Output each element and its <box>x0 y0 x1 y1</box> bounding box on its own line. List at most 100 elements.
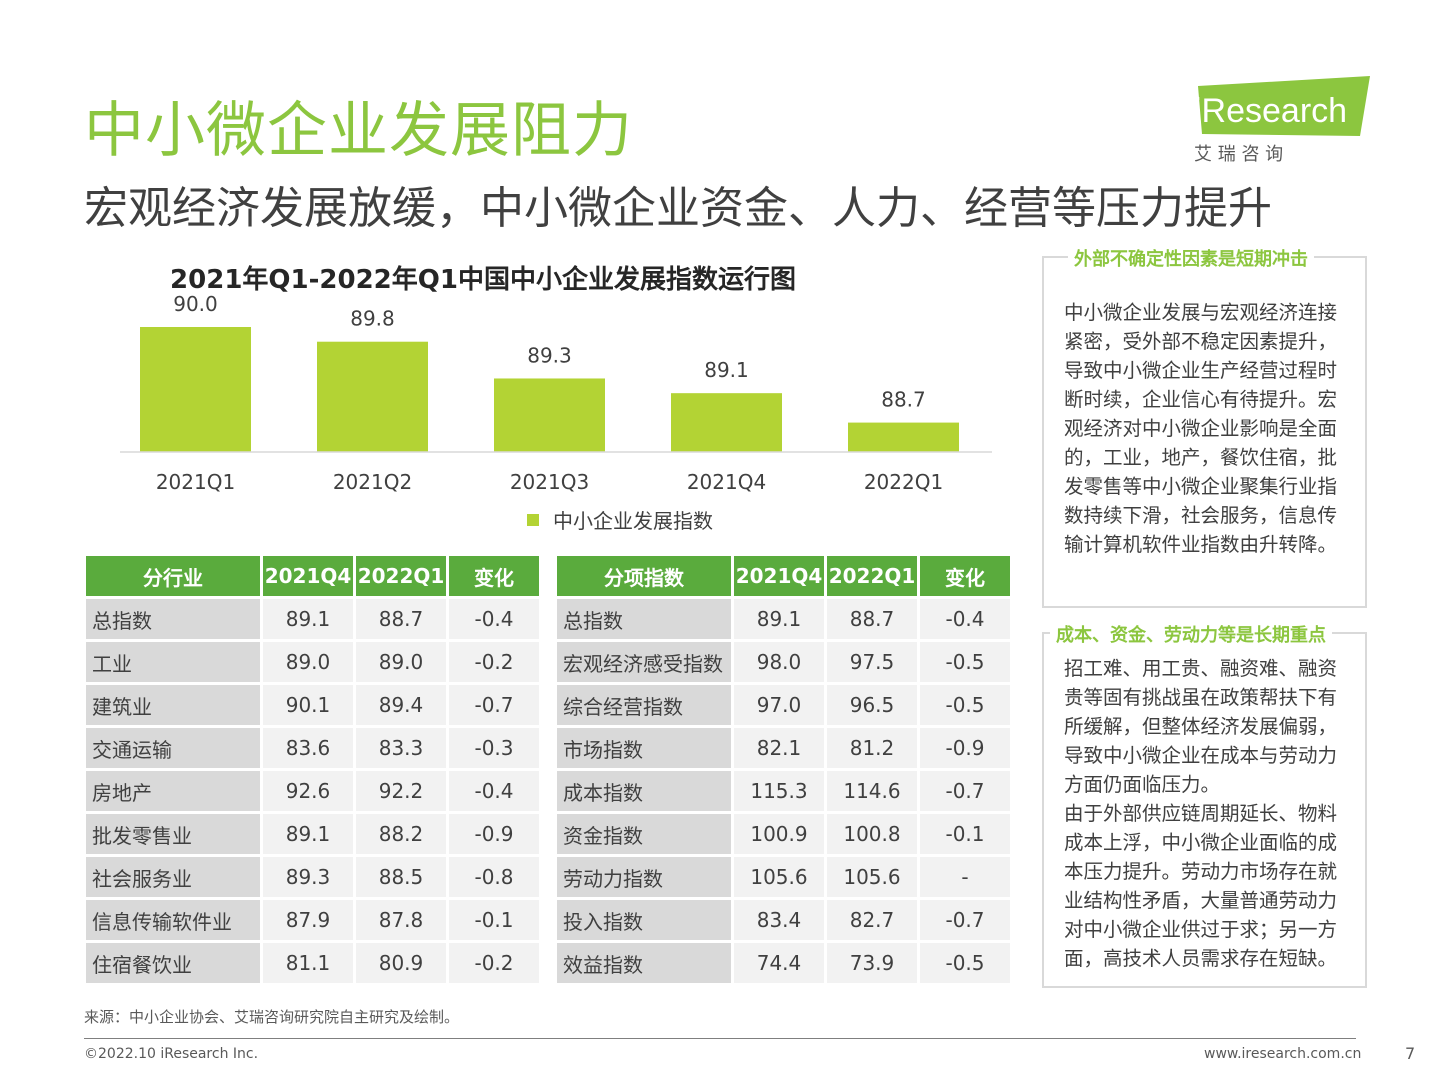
table-cell: -0.2 <box>449 642 539 682</box>
copyright: ©2022.10 iResearch Inc. <box>84 1046 259 1062</box>
table-row: 信息传输软件业 87.9 87.8 -0.1 <box>86 900 539 940</box>
table-row: 总指数 89.1 88.7 -0.4 <box>557 599 1010 639</box>
row-label: 效益指数 <box>557 943 731 983</box>
table-row: 综合经营指数 97.0 96.5 -0.5 <box>557 685 1010 725</box>
table-row: 劳动力指数 105.6 105.6- <box>557 857 1010 897</box>
page-title: 中小微企业发展阻力 <box>84 96 633 166</box>
panel-line: 断时续，企业信心有待提升。宏 <box>1064 388 1338 411</box>
row-label: 交通运输 <box>86 728 260 768</box>
data-label: 89.8 <box>350 307 395 331</box>
table-row: 成本指数 115.3 114.6 -0.7 <box>557 771 1010 811</box>
table-cell: -0.5 <box>920 943 1010 983</box>
panel-line: 中小微企业发展与宏观经济连接 <box>1064 301 1338 324</box>
table-row: 交通运输 83.6 83.3 -0.3 <box>86 728 539 768</box>
table-cell: 73.9 <box>827 943 917 983</box>
table-cell: 100.8 <box>827 814 917 854</box>
table-cell: 105.6 <box>734 857 824 897</box>
table-cell: -0.1 <box>449 900 539 940</box>
footer-divider <box>84 1038 1356 1039</box>
website-link[interactable]: www.iresearch.com.cn <box>1204 1046 1362 1062</box>
panel-line: 面，高技术人员需求存在短缺。 <box>1064 947 1338 970</box>
panel-title: 成本、资金、劳动力等是长期重点 <box>1050 621 1332 647</box>
row-label: 建筑业 <box>86 685 260 725</box>
row-label: 批发零售业 <box>86 814 260 854</box>
row-label: 成本指数 <box>557 771 731 811</box>
data-label: 90.0 <box>173 292 218 316</box>
table-row: 资金指数 100.9 100.8 -0.1 <box>557 814 1010 854</box>
row-label: 资金指数 <box>557 814 731 854</box>
bar-chart: 2021年Q1-2022年Q1中国中小企业发展指数运行图 90.0 2021Q1 8… <box>120 264 992 533</box>
table-cell: -0.5 <box>920 642 1010 682</box>
table-header-row: 分行业 2021Q4 2022Q1 变化 <box>86 556 539 596</box>
table-cell: 87.8 <box>356 900 446 940</box>
panel-line: 导致中小微企业在成本与劳动力 <box>1064 744 1338 767</box>
panel-line: 紧密，受外部不稳定因素提升， <box>1064 330 1338 353</box>
row-label: 住宿餐饮业 <box>86 943 260 983</box>
table-cell: -0.2 <box>449 943 539 983</box>
row-label: 市场指数 <box>557 728 731 768</box>
table-cell: -0.7 <box>920 771 1010 811</box>
table-cell: -0.9 <box>920 728 1010 768</box>
table-row: 宏观经济感受指数 98.0 97.5 -0.5 <box>557 642 1010 682</box>
x-tick-label: 2021Q3 <box>510 470 589 494</box>
panel-line: 对中小微企业供过于求；另一方 <box>1064 918 1338 941</box>
table-cell: 83.4 <box>734 900 824 940</box>
table-cell: 74.4 <box>734 943 824 983</box>
panel-line: 发零售等中小微企业聚集行业指 <box>1064 475 1338 498</box>
logo-cn-text: 艾 瑞 咨 询 <box>1194 144 1283 165</box>
col-header: 分项指数 <box>557 556 731 596</box>
table-row: 工业 89.0 89.0 -0.2 <box>86 642 539 682</box>
col-header: 2022Q1 <box>356 556 446 596</box>
row-label: 总指数 <box>557 599 731 639</box>
data-label: 89.1 <box>704 358 749 382</box>
logo-brand-text: iResearch <box>1194 92 1347 130</box>
table-row: 批发零售业 89.1 88.2 -0.9 <box>86 814 539 854</box>
logo-banner <box>1198 76 1370 136</box>
row-label: 投入指数 <box>557 900 731 940</box>
table-cell: 89.1 <box>734 599 824 639</box>
panel-line: 导致中小微企业生产经营过程时 <box>1064 359 1338 382</box>
table-cell: -0.4 <box>920 599 1010 639</box>
panel-line: 所缓解，但整体经济发展偏弱， <box>1064 715 1338 738</box>
bar-2021Q2 <box>317 341 428 452</box>
bar-2021Q4 <box>671 393 782 452</box>
panel-line: 成本上浮，中小微企业面临的成 <box>1064 831 1338 854</box>
industry-table: 分行业 2021Q4 2022Q1 变化 总指数 89.1 88.7 -0.4 工业 89… <box>83 553 542 986</box>
table-cell: 80.9 <box>356 943 446 983</box>
table-row: 投入指数 83.4 82.7 -0.7 <box>557 900 1010 940</box>
panel-line: 数持续下滑，社会服务，信息传 <box>1064 504 1338 527</box>
table-cell: 90.1 <box>263 685 353 725</box>
bar-2021Q3 <box>494 378 605 452</box>
table-cell: -0.4 <box>449 771 539 811</box>
table-cell: 114.6 <box>827 771 917 811</box>
table-cell: -0.3 <box>449 728 539 768</box>
table-cell: 82.7 <box>827 900 917 940</box>
table-cell: 92.6 <box>263 771 353 811</box>
panel-line: 输计算机软件业指数由升转降。 <box>1064 533 1338 556</box>
row-label: 房地产 <box>86 771 260 811</box>
chart-title: 2021年Q1-2022年Q1中国中小企业发展指数运行图 <box>170 264 796 295</box>
x-tick-label: 2022Q1 <box>864 470 943 494</box>
page-subtitle: 宏观经济发展放缓，中小微企业资金、人力、经营等压力提升 <box>84 183 1272 234</box>
table-cell: 97.0 <box>734 685 824 725</box>
table-row: 市场指数 82.1 81.2 -0.9 <box>557 728 1010 768</box>
col-header: 2022Q1 <box>827 556 917 596</box>
table-cell: 98.0 <box>734 642 824 682</box>
table-cell: 89.1 <box>263 814 353 854</box>
table-cell: 115.3 <box>734 771 824 811</box>
table-row: 总指数 89.1 88.7 -0.4 <box>86 599 539 639</box>
table-cell: 89.4 <box>356 685 446 725</box>
table-cell: 96.5 <box>827 685 917 725</box>
panel-line: 方面仍面临压力。 <box>1064 773 1221 796</box>
panel-line: 本压力提升。劳动力市场存在就 <box>1064 860 1338 883</box>
x-tick-label: 2021Q2 <box>333 470 412 494</box>
table-cell: 83.6 <box>263 728 353 768</box>
table-cell: -0.4 <box>449 599 539 639</box>
long-term-panel: 成本、资金、劳动力等是长期重点 招工难、用工贵、融资难、融资 贵等固有挑战虽在政… <box>1042 621 1367 988</box>
legend-label: 中小企业发展指数 <box>553 509 713 533</box>
table-cell: 81.2 <box>827 728 917 768</box>
bar-2021Q1 <box>140 327 251 452</box>
panel-text: 中小微企业发展与宏观经济连接 紧密，受外部不稳定因素提升， 导致中小微企业生产经… <box>1064 298 1356 559</box>
x-tick-label: 2021Q1 <box>156 470 235 494</box>
table-cell: -0.5 <box>920 685 1010 725</box>
